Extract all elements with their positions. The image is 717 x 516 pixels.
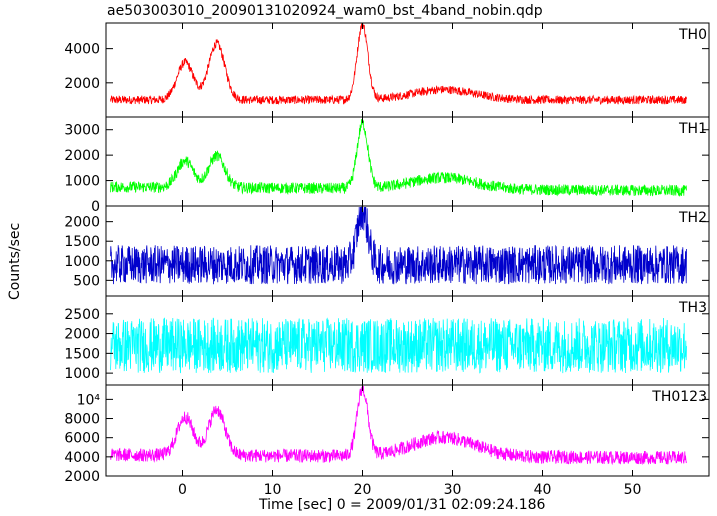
ytick-label-th0: 2000 — [64, 76, 100, 92]
xtick-label: 20 — [354, 482, 372, 498]
x-axis-label: Time [sec] 0 = 2009/01/31 02:09:24.186 — [259, 497, 546, 513]
ytick-label-th2: 1000 — [64, 254, 100, 270]
panel-label-th2: TH2 — [678, 210, 707, 226]
ytick-label-th0: 4000 — [64, 42, 100, 58]
ytick-label-th1: 1000 — [64, 174, 100, 190]
ytick-label-th0123: 6000 — [64, 431, 100, 447]
ytick-label-th1: 2000 — [64, 148, 100, 164]
series-th3 — [110, 317, 687, 374]
ytick-label-th0123: 4000 — [64, 450, 100, 466]
ytick-label-th3: 1500 — [64, 346, 100, 362]
panel-label-th0: TH0 — [678, 27, 707, 43]
ytick-label-th1: 3000 — [64, 123, 100, 139]
panel-label-th3: TH3 — [678, 300, 707, 316]
chart-title: ae503003010_20090131020924_wam0_bst_4ban… — [107, 3, 543, 19]
xtick-label: 10 — [264, 482, 282, 498]
xtick-label: 40 — [534, 482, 552, 498]
series-th1 — [110, 119, 687, 197]
ytick-label-th0123: 2000 — [64, 469, 100, 485]
panel-frame-th0123 — [105, 384, 710, 477]
ytick-label-th2: 500 — [73, 273, 100, 289]
ytick-label-th3: 1000 — [64, 366, 100, 382]
series-th0123 — [110, 385, 687, 466]
xtick-label: 0 — [178, 482, 187, 498]
xtick-label: 30 — [444, 482, 462, 498]
series-th0 — [110, 22, 687, 106]
y-axis-label: Counts/sec — [7, 222, 23, 300]
ytick-label-th3: 2500 — [64, 307, 100, 323]
ytick-label-th3: 2000 — [64, 327, 100, 343]
ytick-label-th2: 1500 — [64, 234, 100, 250]
ytick-label-th0123: 8000 — [64, 412, 100, 428]
series-th2 — [110, 206, 687, 285]
panel-label-th0123: TH0123 — [651, 389, 707, 405]
ytick-label-th1: 0 — [91, 199, 100, 215]
ytick-label-th2: 2000 — [64, 215, 100, 231]
xtick-label: 50 — [624, 482, 642, 498]
panel-label-th1: TH1 — [678, 121, 707, 137]
ytick-label-th0123: 10⁴ — [77, 392, 101, 408]
